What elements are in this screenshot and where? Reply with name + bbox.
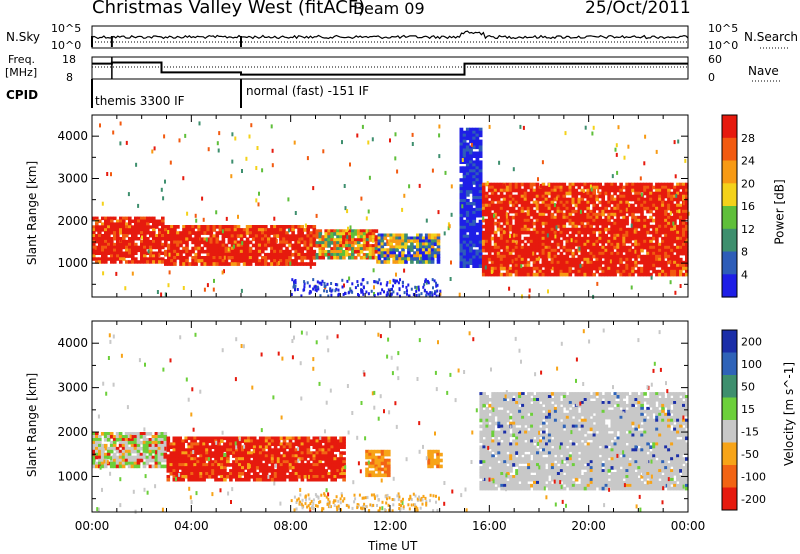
velocity-colorbar-swatch [722,352,737,376]
velocity-region-4 [479,392,689,491]
power-colorbar-swatch [722,160,737,184]
velocity-colorbar-tick: -200 [741,493,766,506]
velocity-ytick-label: 4000 [57,336,88,350]
nsky-right-tick-bottom: 10^0 [708,39,739,52]
power-ytick-label: 4000 [57,129,88,143]
velocity-colorbar-tick: 200 [741,335,762,348]
freq-panel-frame [91,56,689,80]
power-colorbar-frame [721,114,738,298]
velocity-colorbar-tick: -15 [741,425,759,438]
nsky-series-line [91,30,689,40]
cpid-label: CPID [6,88,39,102]
date-title: 25/Oct/2011 [585,0,691,18]
x-tick-label: 12:00 [373,519,408,533]
velocity-colorbar-tick: -50 [741,448,759,461]
power-region-2 [315,229,379,260]
power-region-1 [164,225,317,266]
cpid-segment-2-label: normal (fast) -151 IF [246,84,370,98]
velocity-ytick-label: 1000 [57,469,88,483]
nave-label: Nave [748,64,779,78]
nsky-tick-bottom: 10^0 [51,39,82,52]
power-colorbar-tick: 12 [741,223,755,236]
velocity-colorbar-swatch [722,465,737,488]
power-colorbar-swatch [722,274,737,298]
velocity-colorbar-swatch [722,375,737,398]
velocity-colorbar-swatch [722,330,737,353]
velocity-colorbar-tick: -100 [741,470,766,483]
power-colorbar-swatch [722,228,737,253]
power-scatter-echoes [94,121,690,299]
power-colorbar-swatch [722,115,737,139]
nsearch-label: N.Search [744,30,799,44]
power-ytick-label: 1000 [57,256,88,270]
power-region-3 [377,233,441,264]
velocity-colorbar-tick: 50 [741,380,755,393]
power-near-range-band [290,278,442,298]
x-tick-label: 00:00 [671,519,706,533]
power-ytick-label: 2000 [57,214,88,228]
nsky-label: N.Sky [6,30,41,44]
velocity-ytick-label: 2000 [57,425,88,439]
velocity-colorbar-swatch [722,397,737,421]
power-colorbar-swatch [722,251,737,275]
velocity-near-range-band [290,492,440,513]
x-tick-label: 08:00 [273,519,308,533]
nave-tick-bottom: 0 [708,71,715,84]
freq-label-line1: Freq. [8,53,36,66]
x-tick-label: 04:00 [174,519,209,533]
power-ytick-label: 3000 [57,171,88,185]
x-axis-label: Time UT [368,539,418,553]
velocity-colorbar-tick: 100 [741,358,762,371]
power-colorbar-tick: 20 [741,177,755,190]
velocity-region-1 [166,436,346,482]
cpid-segment-1-label: themis 3300 IF [95,94,185,108]
nave-tick-top: 60 [708,53,722,66]
power-region-4 [459,127,483,268]
velocity-colorbar-frame [721,329,738,511]
velocity-colorbar-swatch [722,420,737,443]
nsky-tick-top: 10^5 [51,22,82,35]
power-colorbar-swatch [722,137,737,162]
freq-label-line2: [MHz] [5,66,38,79]
freq-series-line [92,61,688,76]
power-colorbar-tick: 8 [741,246,748,259]
power-colorbar-tick: 16 [741,200,755,213]
power-colorbar-swatch [722,183,737,207]
velocity-region-3 [427,449,443,469]
x-tick-label: 20:00 [571,519,606,533]
power-colorbar-swatch [722,206,737,230]
power-region-0 [92,216,165,264]
velocity-scatter-echoes [96,328,685,514]
beam-title: Beam 09 [353,0,425,18]
velocity-ytick-label: 3000 [57,381,88,395]
nsky-right-tick-top: 10^5 [708,22,739,35]
power-colorbar-tick: 24 [741,155,755,168]
velocity-colorbar-swatch [722,487,737,511]
freq-tick-bottom: 8 [66,71,73,84]
power-colorbar-tick: 28 [741,132,755,145]
velocity-region-2 [365,449,391,478]
velocity-colorbar-tick: 15 [741,403,755,416]
velocity-colorbar-swatch [722,442,737,466]
station-title: Christmas Valley West (fitACF) [92,0,366,18]
x-tick-label: 16:00 [472,519,507,533]
x-tick-label: 00:00 [75,519,110,533]
freq-tick-top: 18 [62,53,76,66]
power-colorbar-tick: 4 [741,268,748,281]
